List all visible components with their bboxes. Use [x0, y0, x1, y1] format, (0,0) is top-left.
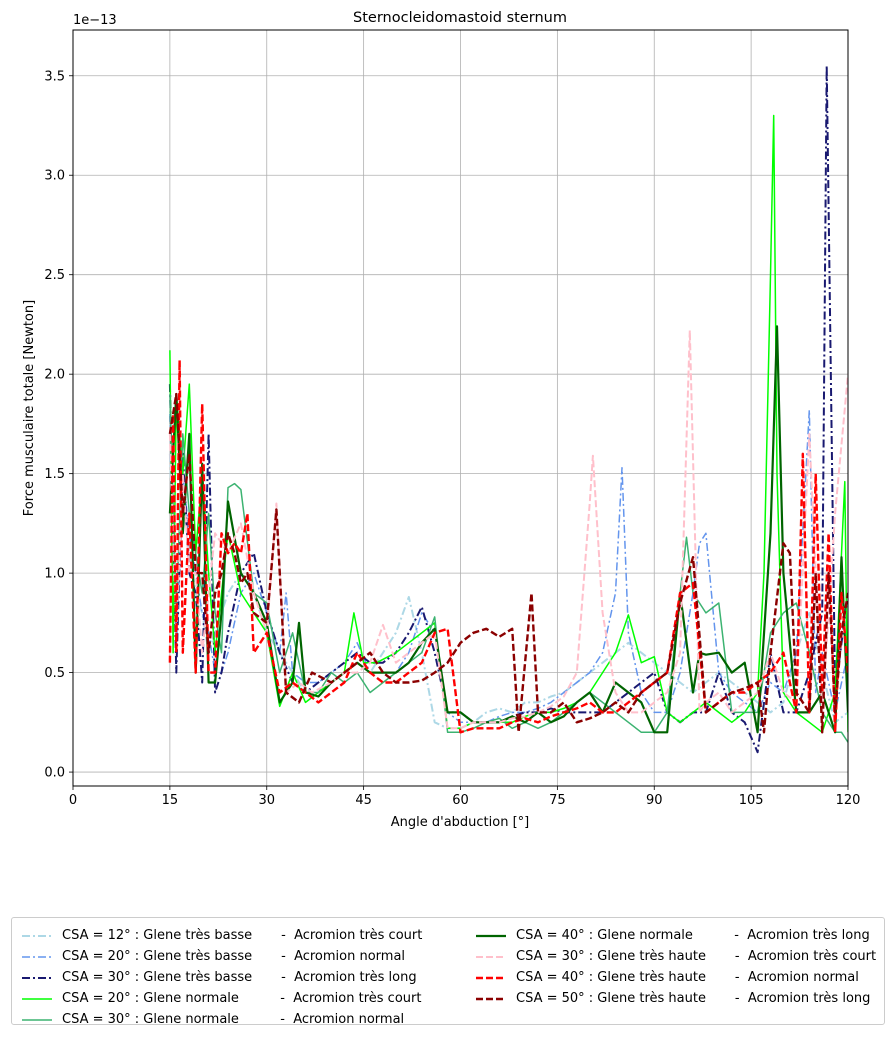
legend-swatch [22, 977, 52, 979]
legend-label: CSA = 30° : Glene très basse - Acromion … [62, 970, 417, 985]
series-line-6 [168, 325, 848, 734]
y-tick-label: 3.5 [44, 69, 65, 84]
y-tick-label: 1.0 [44, 567, 65, 582]
legend-swatch [22, 1019, 52, 1021]
legend-label: CSA = 30° : Glene très haute - Acromion … [516, 949, 877, 964]
x-tick-label: 30 [258, 793, 275, 808]
y-tick-label: 2.5 [44, 268, 65, 283]
legend-swatch [476, 997, 506, 1001]
line-chart: 0 15 30 45 60 75 90 105 120 0.0 0.5 1.0 1.5 2.0 2.5 3.… [22, 10, 861, 830]
series-line-8 [168, 359, 848, 734]
x-tick-label: 90 [646, 793, 663, 808]
y-tick-label: 0.5 [44, 666, 65, 681]
legend-label: CSA = 50° : Glene très haute - Acromion … [516, 991, 871, 1006]
legend-label: CSA = 20° : Glene très basse - Acromion … [62, 949, 406, 964]
x-tick-label: 75 [549, 793, 566, 808]
series-line-9 [168, 392, 848, 734]
series-line-1 [168, 453, 848, 730]
legend-swatch [22, 956, 52, 958]
y-axis-ticks: 0.0 0.5 1.0 1.5 2.0 2.5 3.0 3.5 [44, 69, 73, 781]
legend-swatch [476, 956, 506, 958]
series-line-4 [169, 114, 848, 734]
y-axis-scale-label: 1e−13 [73, 13, 117, 28]
x-tick-label: 120 [836, 793, 861, 808]
legend: CSA = 12° : Glene très basse - Acromion … [11, 917, 885, 1027]
x-tick-label: 105 [739, 793, 764, 808]
x-axis-label: Angle d'abduction [°] [391, 815, 530, 830]
chart-title: Sternocleidomastoid sternum [353, 10, 567, 26]
x-tick-label: 60 [452, 793, 469, 808]
y-tick-label: 2.0 [44, 368, 65, 383]
legend-swatch [22, 935, 52, 937]
y-tick-label: 1.5 [44, 467, 65, 482]
legend-swatch [476, 934, 506, 938]
x-tick-label: 0 [69, 793, 77, 808]
series-line-7 [168, 329, 848, 730]
series-layer [168, 64, 848, 754]
x-tick-label: 45 [355, 793, 372, 808]
y-tick-label: 3.0 [44, 169, 65, 184]
y-axis-label: Force musculaire totale [Newton] [22, 300, 37, 516]
x-tick-label: 15 [162, 793, 179, 808]
legend-label: CSA = 40° : Glene normale - Acromion trè… [516, 928, 870, 943]
legend-label: CSA = 40° : Glene très haute - Acromion … [516, 970, 859, 985]
legend-label: CSA = 12° : Glene très basse - Acromion … [62, 928, 423, 943]
legend-label: CSA = 20° : Glene normale - Acromion trè… [62, 991, 422, 1006]
legend-label: CSA = 30° : Glene normale - Acromion nor… [62, 1012, 405, 1027]
legend-swatch [22, 998, 52, 1000]
legend-swatch [476, 976, 506, 980]
x-axis-ticks: 0 15 30 45 60 75 90 105 120 [69, 786, 861, 808]
y-tick-label: 0.0 [44, 766, 65, 781]
